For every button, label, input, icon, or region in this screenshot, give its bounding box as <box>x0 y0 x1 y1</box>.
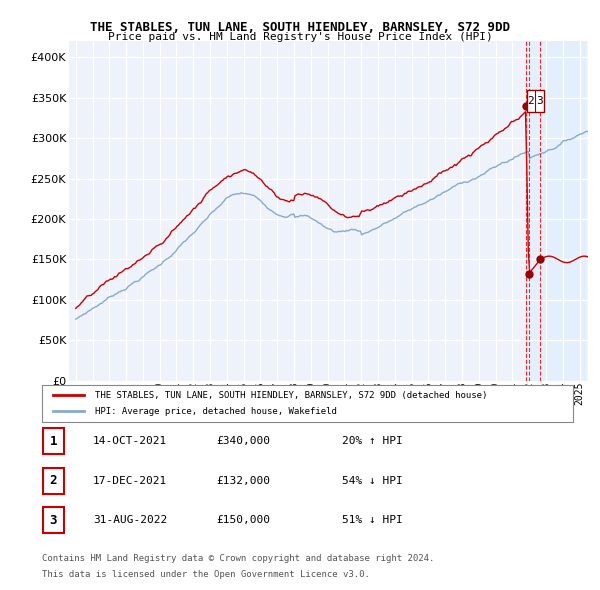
Text: 3: 3 <box>536 96 542 106</box>
Bar <box>527 90 544 112</box>
Text: 3: 3 <box>50 513 57 527</box>
Text: Price paid vs. HM Land Registry's House Price Index (HPI): Price paid vs. HM Land Registry's House … <box>107 32 493 42</box>
Text: This data is licensed under the Open Government Licence v3.0.: This data is licensed under the Open Gov… <box>42 571 370 579</box>
Text: 17-DEC-2021: 17-DEC-2021 <box>93 476 167 486</box>
Text: £150,000: £150,000 <box>216 515 270 525</box>
Text: 1: 1 <box>50 434 57 448</box>
Bar <box>43 467 64 493</box>
Text: 2: 2 <box>50 474 57 487</box>
Text: 31-AUG-2022: 31-AUG-2022 <box>93 515 167 525</box>
Text: 14-OCT-2021: 14-OCT-2021 <box>93 436 167 446</box>
Text: £132,000: £132,000 <box>216 476 270 486</box>
Text: Contains HM Land Registry data © Crown copyright and database right 2024.: Contains HM Land Registry data © Crown c… <box>42 554 434 563</box>
Text: £340,000: £340,000 <box>216 436 270 446</box>
Text: THE STABLES, TUN LANE, SOUTH HIENDLEY, BARNSLEY, S72 9DD (detached house): THE STABLES, TUN LANE, SOUTH HIENDLEY, B… <box>95 391 487 399</box>
Bar <box>43 507 64 533</box>
Text: 20% ↑ HPI: 20% ↑ HPI <box>342 436 403 446</box>
Text: HPI: Average price, detached house, Wakefield: HPI: Average price, detached house, Wake… <box>95 407 337 416</box>
Text: THE STABLES, TUN LANE, SOUTH HIENDLEY, BARNSLEY, S72 9DD: THE STABLES, TUN LANE, SOUTH HIENDLEY, B… <box>90 21 510 34</box>
Text: 51% ↓ HPI: 51% ↓ HPI <box>342 515 403 525</box>
Bar <box>43 428 64 454</box>
Text: 2: 2 <box>527 96 534 106</box>
Text: 54% ↓ HPI: 54% ↓ HPI <box>342 476 403 486</box>
Bar <box>526 41 584 381</box>
